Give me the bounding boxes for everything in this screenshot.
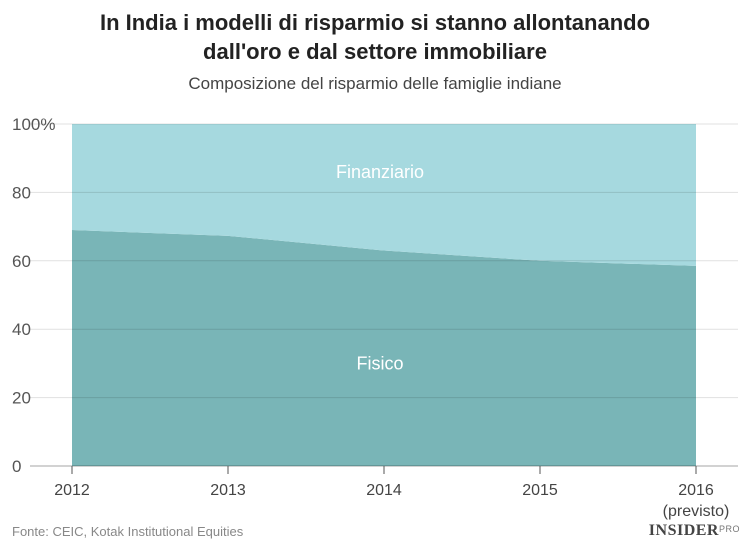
chart-title-line-1: In India i modelli di risparmio si stann… bbox=[99, 10, 651, 35]
area-series-fisico bbox=[72, 230, 696, 466]
x-tick-label: 2013 bbox=[210, 482, 246, 499]
y-tick-label: 100% bbox=[12, 115, 55, 134]
x-tick-sublabel: (previsto) bbox=[663, 503, 730, 520]
y-tick-label: 40 bbox=[12, 320, 31, 339]
y-tick-label: 80 bbox=[12, 183, 31, 202]
area-series-finanziario bbox=[72, 124, 696, 266]
y-tick-label: 0 bbox=[12, 457, 21, 476]
x-tick-label: 2016 bbox=[678, 482, 714, 499]
source-note: Fonte: CEIC, Kotak Institutional Equitie… bbox=[12, 524, 244, 539]
x-tick-label: 2014 bbox=[366, 482, 402, 499]
series-label-finanziario: Finanziario bbox=[336, 162, 424, 182]
brand-sup: PRO bbox=[718, 524, 740, 534]
chart-title-line-2: dall'oro e dal settore immobiliare bbox=[203, 39, 547, 64]
y-tick-label: 60 bbox=[12, 252, 31, 271]
x-tick-label: 2012 bbox=[54, 482, 90, 499]
series-label-fisico: Fisico bbox=[356, 353, 403, 373]
chart-title: In India i modelli di risparmio si stann… bbox=[0, 8, 750, 66]
chart-subtitle: Composizione del risparmio delle famigli… bbox=[188, 74, 562, 93]
brand-logo: INSIDERPRO bbox=[649, 522, 740, 540]
y-tick-label: 20 bbox=[12, 389, 31, 408]
brand-name: INSIDER bbox=[648, 522, 719, 539]
x-tick-label: 2015 bbox=[522, 482, 558, 499]
